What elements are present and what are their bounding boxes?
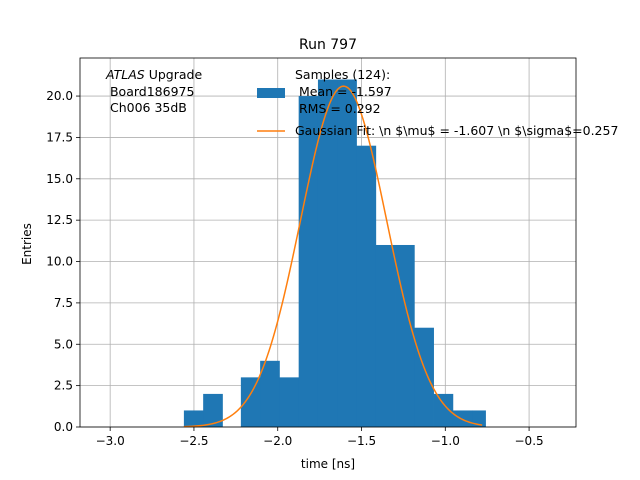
histogram-bar [298,96,319,428]
histogram-bar [183,410,204,427]
y-tick-label: 10.0 [46,255,73,269]
histogram-bar [240,377,261,427]
axis-ticks: −3.0 −2.5 −2.0 −1.5 −1.0 −0.5 0.0 2.5 5.0 7.5 10.0… [46,89,543,448]
y-tick-label: 20.0 [46,89,73,103]
histogram-bar [356,145,377,427]
y-axis-label: Entries [20,223,34,265]
histogram-bar [395,244,415,427]
y-tick-label: 0.0 [54,420,73,434]
atlas-label: ATLAS [105,67,145,82]
x-tick-label: −2.0 [263,434,292,448]
annotation-line-1: ATLAS Upgrade [105,67,202,82]
legend-samples-line-2: Mean = -1.597 [295,84,392,99]
upgrade-label: Upgrade [145,67,203,82]
histogram-bar [433,393,454,427]
y-tick-label: 17.5 [46,130,73,144]
x-tick-label: −1.0 [431,434,460,448]
annotation-line-2: Board186975 [106,84,194,99]
histogram-bar [472,410,486,427]
x-tick-label: −2.5 [179,434,208,448]
atlas-annotation: ATLAS Upgrade Board186975 Ch006 35dB [105,67,202,115]
y-tick-label: 5.0 [54,337,73,351]
histogram-bar [414,327,434,427]
chart-title: Run 797 [299,37,357,53]
gaussian-fit-curve [183,85,483,428]
legend-fit-label: Gaussian Fit: \n $\mu$ = -1.607 \n $\sig… [295,123,618,138]
histogram-bar [337,79,357,428]
legend-samples-line-1: Samples (124): [295,67,390,82]
histogram-bar [260,360,280,427]
histogram-bar [203,393,223,427]
legend-samples-line-3: RMS = 0.292 [295,101,381,116]
y-tick-label: 12.5 [46,213,73,227]
x-tick-label: −3.0 [96,434,125,448]
histogram-bar [317,79,338,428]
x-tick-label: −0.5 [515,434,544,448]
annotation-line-3: Ch006 35dB [106,100,187,115]
x-axis-label: time [ns] [301,457,355,471]
plot-frame [79,57,577,428]
histogram-bar [375,244,396,427]
y-tick-label: 15.0 [46,172,73,186]
legend: Samples (124): Mean = -1.597 RMS = 0.292… [257,67,618,138]
y-tick-label: 7.5 [54,296,73,310]
histogram-bars [183,79,486,428]
y-tick-label: 2.5 [54,379,73,393]
histogram-bar [279,377,300,427]
legend-samples-swatch [257,88,285,98]
x-tick-label: −1.5 [347,434,376,448]
